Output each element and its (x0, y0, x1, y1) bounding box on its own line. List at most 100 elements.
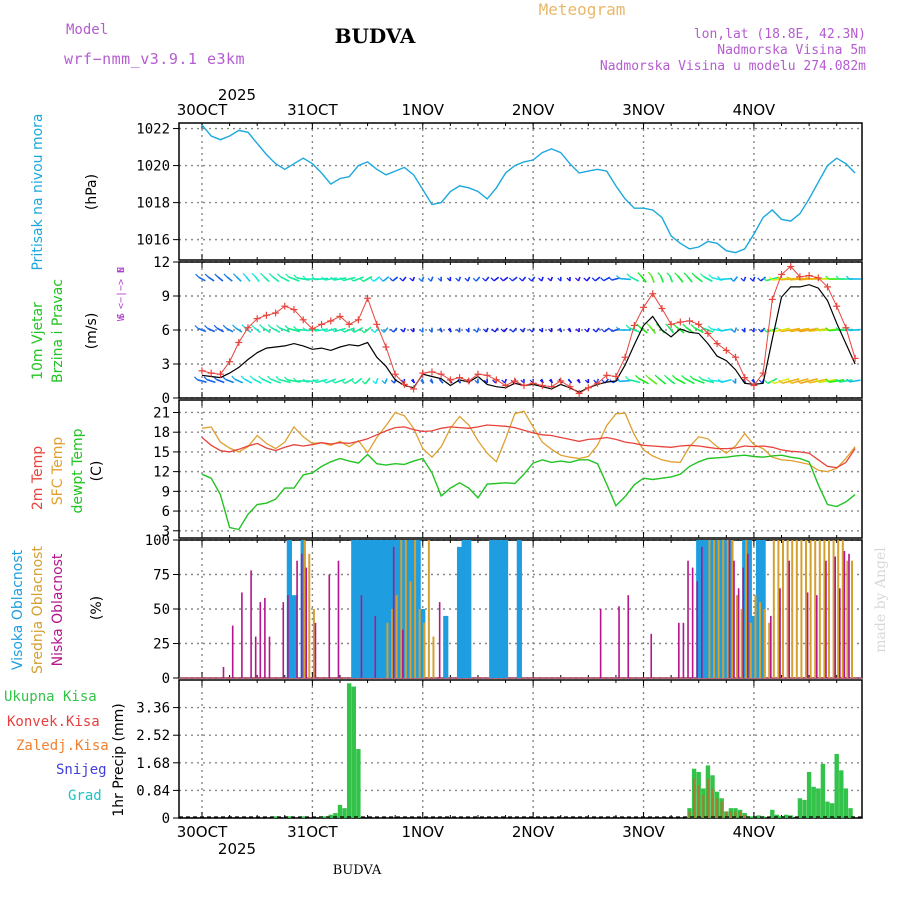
wind-arrowhead (302, 327, 307, 331)
wind-arrow (288, 276, 300, 282)
total-precip-bar (834, 753, 839, 818)
conv-precip-bar (734, 811, 737, 818)
wind-arrowhead (456, 328, 460, 333)
wind-arrow (254, 275, 260, 283)
city-title: BUDVA (335, 24, 416, 48)
wind-arrow (675, 377, 686, 385)
mid-cloud-bar (395, 595, 398, 678)
model-name: wrf−nmm_v3.9.1 e3km (64, 50, 245, 68)
mid-cloud-bar (805, 540, 808, 678)
wind-arrowhead (204, 273, 209, 278)
wind-arrowhead (490, 277, 495, 282)
total-precip-bar (843, 788, 849, 818)
dewpoint-line (201, 453, 856, 531)
mid-cloud-bar (795, 540, 798, 678)
wind-arrowhead (764, 380, 769, 384)
wind-arrow (421, 276, 425, 282)
conv-precip-bar (693, 778, 696, 818)
wind-arrowhead (380, 328, 385, 333)
high-cloud-bar (466, 540, 472, 678)
cloud-units: (%) (89, 596, 105, 620)
wind-arrow (849, 379, 861, 383)
low-cloud-bar (231, 625, 234, 678)
total-precip-bar (816, 788, 821, 818)
mid-cloud-bar (814, 540, 817, 678)
wind-arrow (668, 326, 675, 334)
ytick-label: 100 (145, 533, 170, 549)
wind-arrow (628, 327, 640, 333)
wind-arrow (343, 276, 356, 282)
total-precip-bar (829, 803, 835, 818)
high-cloud-bar (705, 540, 711, 678)
cloud-ylabel-high: Visoka Oblacnost (10, 549, 26, 670)
mid-cloud-bar (809, 540, 812, 678)
mid-cloud-bar (745, 540, 748, 678)
wind-arrowhead (558, 328, 562, 333)
low-cloud-bar (374, 615, 377, 678)
wind-arrow (667, 377, 676, 385)
high-cloud-bar (374, 540, 380, 678)
high-cloud-bar (383, 540, 389, 678)
total-precip-bar (774, 814, 780, 818)
wind-arrowhead (538, 328, 543, 333)
wind-arrow (640, 275, 647, 283)
panel-pressure: 1016 1018 1020 1022 (136, 122, 863, 261)
wind-arrowhead (567, 328, 572, 333)
wind-gust-line (201, 265, 856, 395)
wind-arrowhead (583, 277, 588, 282)
wind-arrow (392, 276, 399, 282)
wind-arrow (430, 276, 434, 282)
wind-arrowhead (483, 379, 488, 384)
low-cloud-bar (337, 560, 340, 678)
conv-precip-bar (739, 811, 742, 818)
high-cloud-bar (360, 540, 366, 678)
wind-arrow (710, 379, 724, 383)
mid-cloud-bar (409, 581, 412, 678)
wind-arrowhead (473, 328, 478, 333)
wind-arrow (325, 378, 337, 384)
wind-arrowhead (419, 328, 424, 333)
wind-arrow (384, 378, 388, 384)
low-cloud-bar (402, 629, 404, 678)
wind-arrow (530, 276, 536, 282)
mid-cloud-bar (312, 609, 315, 678)
wind-arrowhead (251, 272, 256, 277)
wind-arrow (839, 379, 853, 383)
low-cloud-bar (241, 592, 243, 678)
wind-arrowhead (330, 328, 335, 332)
low-cloud-bar (825, 560, 827, 678)
wind-arrow (619, 379, 631, 383)
mid-cloud-bar (772, 540, 775, 678)
wind-arrowhead (769, 328, 774, 333)
precip-ylabel-snow: Snijeg (56, 762, 107, 778)
precip-series (179, 683, 862, 818)
mid-cloud-bar (749, 622, 752, 678)
wind-arrowhead (657, 272, 662, 277)
top-day-label: 1NOV (401, 101, 444, 119)
wind-arrow (760, 327, 766, 333)
high-cloud-bar (387, 540, 394, 678)
mid-cloud-bar (726, 540, 729, 678)
wind-arrow (503, 327, 508, 333)
wind-arrow (799, 327, 819, 333)
wind-arrowhead (350, 328, 355, 333)
footer-city: BUDVA (333, 863, 382, 878)
wind-arrowhead (846, 378, 851, 383)
wind-arrow (595, 327, 600, 333)
mid-cloud-bar (768, 622, 771, 678)
conv-precip-bar (688, 811, 691, 818)
high-cloud-bar (378, 540, 384, 678)
wind-arrowhead (232, 324, 236, 329)
wind-arrow (353, 326, 364, 334)
conv-precip-bar (729, 811, 733, 818)
wind-arrowhead (194, 325, 199, 329)
total-precip-bar (802, 799, 807, 818)
conv-precip-bar (702, 795, 705, 818)
wind-arrow (197, 327, 207, 333)
low-cloud-bar (701, 546, 703, 678)
wind-arrow (315, 328, 328, 332)
wind-arrow (333, 327, 346, 333)
wind-arrowhead (707, 325, 712, 330)
high-cloud-bar (392, 540, 398, 678)
wind-arrowhead (690, 324, 695, 328)
